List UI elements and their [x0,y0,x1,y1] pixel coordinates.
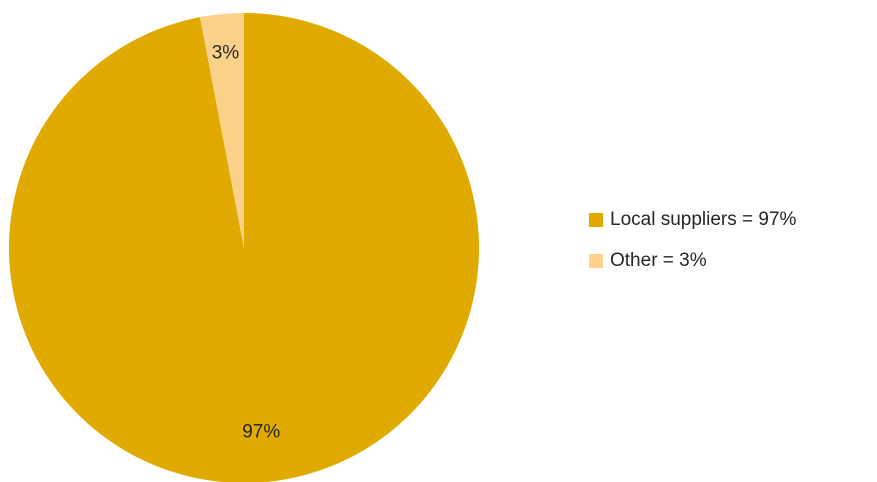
pie-slices [9,13,479,482]
legend-swatch-local-suppliers [589,213,603,227]
legend-label-other: Other = 3% [610,250,707,271]
legend-label-local-suppliers: Local suppliers = 97% [610,209,797,230]
pie-slice-3-percent [199,13,244,248]
pie-data-label-97-percent: 97% [242,421,280,442]
legend-item-local-suppliers: Local suppliers = 97% [589,209,796,231]
chart-legend: Local suppliers = 97% Other = 3% [589,209,796,291]
pie-data-labels: 97% 3% [212,42,281,442]
legend-item-other: Other = 3% [589,250,796,272]
pie-data-label-3-percent: 3% [212,42,240,63]
pie-slice-97-percent [9,13,479,482]
legend-swatch-other [589,254,603,268]
